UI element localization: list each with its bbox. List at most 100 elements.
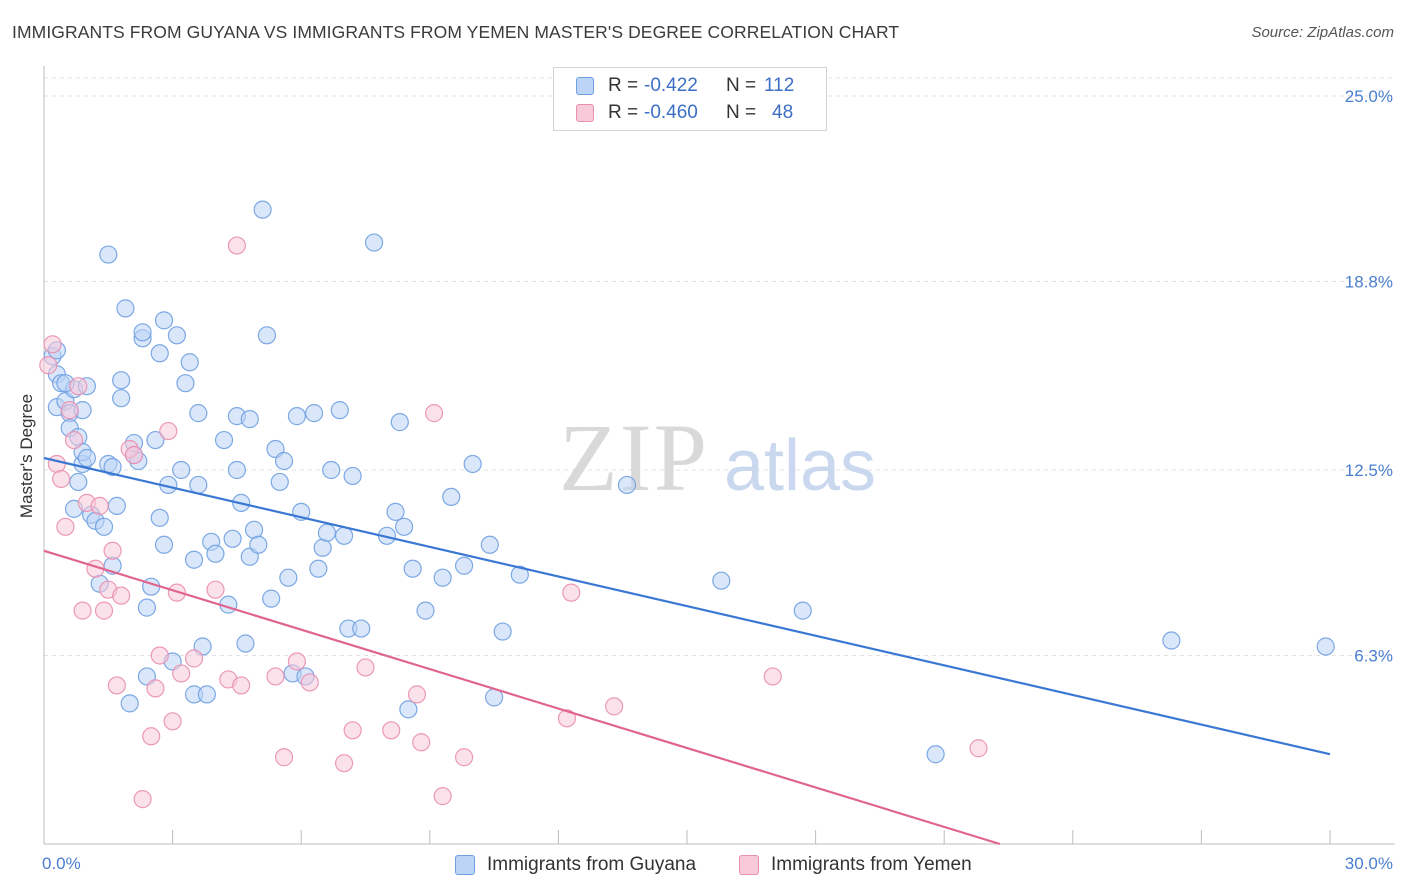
yemen-point-27 bbox=[184, 649, 204, 668]
yemen-point-24 bbox=[163, 712, 182, 731]
legend-swatch-yemen bbox=[576, 104, 594, 122]
guyana-point-110 bbox=[240, 410, 259, 429]
legend-r-label: R = bbox=[608, 102, 639, 123]
watermark-atlas: atlas bbox=[724, 426, 876, 506]
yemen-point-45 bbox=[557, 709, 577, 728]
yemen-point-32 bbox=[266, 667, 285, 686]
yemen-point-3 bbox=[52, 469, 71, 489]
guyana-point-58 bbox=[236, 634, 255, 653]
yemen-point-12 bbox=[94, 601, 114, 620]
guyana-point-37 bbox=[154, 535, 174, 554]
guyana-point-90 bbox=[433, 568, 452, 587]
yemen-point-11 bbox=[90, 496, 109, 515]
guyana-point-94 bbox=[480, 535, 499, 554]
legend-r-value: -0.460 bbox=[644, 102, 698, 123]
guyana-point-55 bbox=[227, 460, 246, 480]
yemen-point-31 bbox=[232, 676, 251, 695]
y-tick-label-3: 25.0% bbox=[1345, 87, 1393, 106]
yemen-point-41 bbox=[412, 733, 431, 752]
yemen-point-36 bbox=[334, 754, 354, 773]
guyana-point-74 bbox=[309, 559, 328, 578]
x-tick-label-0: 0.0% bbox=[42, 854, 81, 873]
yemen-point-21 bbox=[146, 679, 165, 698]
guyana-point-91 bbox=[442, 487, 461, 507]
guyana-point-80 bbox=[343, 466, 362, 486]
guyana-point-102 bbox=[1162, 631, 1181, 650]
watermark: ZIP atlas bbox=[559, 404, 876, 511]
yemen-point-16 bbox=[112, 586, 131, 605]
yemen-point-48 bbox=[763, 667, 782, 686]
yemen-point-35 bbox=[300, 673, 319, 692]
guyana-point-86 bbox=[394, 517, 414, 536]
guyana-point-14 bbox=[77, 448, 96, 468]
yemen-point-0 bbox=[39, 356, 58, 375]
guyana-point-93 bbox=[463, 454, 482, 474]
guyana-point-31 bbox=[137, 598, 156, 617]
guyana-point-43 bbox=[176, 374, 195, 393]
yemen-point-19 bbox=[133, 790, 152, 809]
guyana-point-85 bbox=[390, 413, 409, 432]
yemen-point-26 bbox=[172, 664, 191, 683]
guyana-point-64 bbox=[262, 589, 281, 608]
legend-n-label: N = bbox=[726, 75, 757, 96]
yemen-point-38 bbox=[356, 658, 375, 677]
y-tick-label-0: 6.3% bbox=[1354, 646, 1393, 665]
yemen-point-46 bbox=[562, 583, 581, 602]
guyana-point-75 bbox=[313, 538, 332, 557]
y-tick-label-2: 18.8% bbox=[1345, 272, 1393, 291]
legend-n-label: N = bbox=[726, 102, 757, 123]
guyana-point-25 bbox=[116, 299, 135, 318]
guyana-point-18 bbox=[94, 517, 114, 536]
legend-n-value: 48 bbox=[772, 102, 794, 123]
guyana-point-100 bbox=[793, 601, 812, 620]
guyana-point-66 bbox=[270, 472, 289, 492]
yemen-point-42 bbox=[424, 404, 444, 423]
yemen-point-40 bbox=[407, 685, 427, 704]
yemen-point-8 bbox=[73, 601, 92, 620]
legend-n-value: 112 bbox=[764, 75, 795, 96]
yemen-point-44 bbox=[454, 748, 474, 767]
yemen-point-20 bbox=[142, 727, 161, 746]
guyana-point-34 bbox=[146, 430, 165, 450]
guyana-point-97 bbox=[510, 565, 529, 584]
guyana-point-23 bbox=[112, 389, 131, 408]
legend-swatch-yemen bbox=[739, 855, 759, 875]
guyana-point-76 bbox=[317, 523, 337, 542]
guyana-point-101 bbox=[926, 745, 945, 764]
yemen-point-33 bbox=[274, 748, 294, 767]
guyana-point-84 bbox=[386, 502, 405, 521]
yemen-point-1 bbox=[43, 335, 62, 354]
bottom-legend: Immigrants from Guyana Immigrants from Y… bbox=[0, 852, 1406, 878]
guyana-point-63 bbox=[257, 326, 277, 345]
guyana-point-96 bbox=[493, 622, 512, 641]
guyana-point-41 bbox=[167, 326, 186, 345]
trend-lines bbox=[43, 456, 1331, 846]
legend-r-value: -0.422 bbox=[644, 75, 698, 96]
guyana-point-92 bbox=[454, 556, 474, 575]
grid-lines bbox=[44, 77, 1395, 656]
guyana-point-111 bbox=[322, 460, 341, 480]
guyana-point-98 bbox=[617, 475, 637, 495]
chart-title: IMMIGRANTS FROM GUYANA VS IMMIGRANTS FRO… bbox=[12, 22, 900, 42]
yemen-point-2 bbox=[47, 454, 66, 474]
legend-label-guyana: Immigrants from Guyana bbox=[487, 854, 697, 875]
guyana-point-36 bbox=[150, 344, 169, 363]
x-tick-label-1: 30.0% bbox=[1345, 854, 1393, 873]
axes bbox=[43, 66, 1395, 845]
y-axis-title: Master's Degree bbox=[17, 394, 36, 518]
tick-labels: 6.3% 12.5% 18.8% 25.0% 0.0% 30.0% bbox=[42, 87, 1393, 873]
guyana-point-89 bbox=[416, 601, 435, 620]
yemen-point-22 bbox=[150, 646, 169, 665]
legend-swatch-guyana bbox=[576, 77, 594, 95]
series-yemen-points bbox=[39, 236, 988, 809]
source-label: Source: ZipAtlas.com bbox=[1251, 24, 1394, 41]
yemen-point-28 bbox=[206, 580, 225, 599]
legend-item-yemen: Immigrants from Yemen bbox=[739, 852, 972, 878]
yemen-point-47 bbox=[605, 697, 624, 716]
guyana-point-22 bbox=[107, 496, 126, 515]
guyana-point-60 bbox=[244, 520, 264, 539]
legend-row-yemen: R = -0.460 N = 48 bbox=[554, 100, 793, 126]
guyana-point-88 bbox=[403, 559, 422, 578]
yemen-point-43 bbox=[433, 787, 452, 806]
yemen-point-18 bbox=[124, 445, 144, 465]
